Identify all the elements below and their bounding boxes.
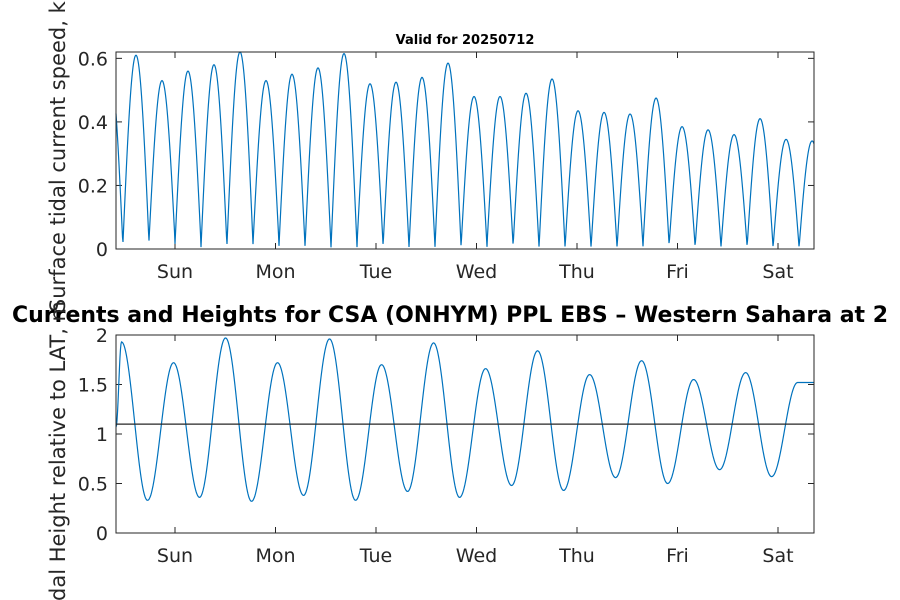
current-speed-line: [115, 51, 815, 248]
bot-ytick-label: 0: [96, 523, 108, 545]
bottom-axes-box: [115, 334, 815, 534]
top-xtick-label: Sun: [157, 261, 193, 283]
tidal-height-line: [115, 337, 814, 502]
bottom-chart-title: Currents and Heights for CSA (ONHYM) PPL…: [12, 303, 888, 328]
bot-ytick-label: 0.5: [78, 474, 108, 496]
top-ytick-label: 0.6: [78, 48, 108, 70]
top-ytick-label: 0.2: [78, 175, 108, 197]
top-xtick-label: Mon: [255, 261, 295, 283]
top-xtick-label: Tue: [359, 261, 392, 283]
top-y-axis-label: Surface tidal current speed, kn: [46, 0, 70, 312]
top-xtick-label: Wed: [456, 261, 497, 283]
bot-xtick-label: Sun: [157, 545, 193, 567]
top-xtick-label: Fri: [666, 261, 689, 283]
bot-xtick-label: Sat: [762, 545, 793, 567]
bot-xtick-label: Fri: [666, 545, 689, 567]
bot-ytick-label: 1: [96, 424, 108, 446]
top-axes-box: [115, 51, 815, 250]
top-ytick-label: 0.4: [78, 112, 108, 134]
bottom-y-axis-label: Tidal Height relative to LAT, m: [46, 301, 70, 600]
bot-xtick-label: Wed: [456, 545, 497, 567]
top-xtick-label: Thu: [558, 261, 595, 283]
top-chart-title: Valid for 20250712: [396, 33, 535, 48]
top-xtick-label: Sat: [762, 261, 793, 283]
top-ytick-label: 0: [96, 239, 108, 261]
bot-ytick-label: 1.5: [78, 375, 108, 397]
bot-ytick-label: 2: [96, 325, 108, 347]
bot-xtick-label: Mon: [255, 545, 295, 567]
bot-xtick-label: Tue: [359, 545, 392, 567]
bot-xtick-label: Thu: [558, 545, 595, 567]
